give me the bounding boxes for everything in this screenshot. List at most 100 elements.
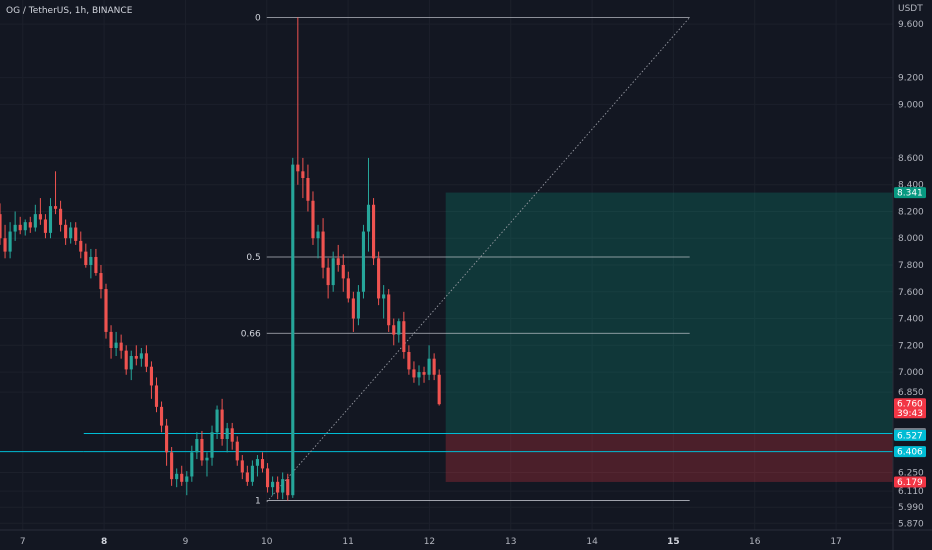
candle-body bbox=[3, 238, 7, 252]
price-tick-label: 5.990 bbox=[898, 503, 924, 513]
price-tick-label: 7.000 bbox=[898, 368, 924, 378]
price-tag bbox=[894, 398, 926, 419]
time-tick-label: 9 bbox=[183, 537, 189, 547]
candle-body bbox=[190, 452, 194, 477]
candle-body bbox=[134, 356, 138, 359]
candle-body bbox=[89, 256, 93, 265]
candle-body bbox=[336, 258, 340, 265]
price-tick-label: 9.200 bbox=[898, 74, 924, 84]
candle-body bbox=[407, 351, 411, 370]
candle-body bbox=[159, 406, 164, 426]
candle-body bbox=[195, 438, 199, 453]
candle-body bbox=[210, 432, 214, 458]
candle-body bbox=[154, 385, 159, 407]
price-tag bbox=[894, 446, 926, 458]
price-tick-label: 7.600 bbox=[898, 288, 924, 298]
candle-body bbox=[377, 258, 381, 299]
candle-body bbox=[109, 331, 113, 348]
candle-body bbox=[149, 366, 154, 386]
price-tick-label: 8.400 bbox=[898, 181, 924, 191]
time-tick-label: 10 bbox=[261, 537, 273, 547]
candle-body bbox=[417, 372, 421, 378]
price-tick-label: 9.600 bbox=[898, 20, 924, 30]
time-tick-label: 13 bbox=[505, 537, 516, 547]
fibonacci-retracement[interactable]: 0 0.5 0.66 1 bbox=[241, 13, 690, 507]
candle-body bbox=[356, 291, 360, 319]
candle-body bbox=[124, 350, 128, 370]
price-tick-label: 9.000 bbox=[898, 100, 924, 110]
candle-body bbox=[271, 481, 275, 488]
loss-zone[interactable] bbox=[445, 433, 893, 482]
candle-body bbox=[265, 468, 270, 488]
time-tick-label: 11 bbox=[342, 537, 353, 547]
candle-body bbox=[18, 224, 22, 231]
grid-lines bbox=[0, 0, 893, 530]
time-tick-label: 17 bbox=[830, 537, 841, 547]
candle-body bbox=[301, 171, 305, 179]
price-tick-label: 7.400 bbox=[898, 315, 924, 325]
price-tick-label: 7.200 bbox=[898, 341, 924, 351]
price-tag bbox=[894, 429, 926, 441]
fib-level-label: 0.66 bbox=[241, 329, 261, 339]
candle-body bbox=[64, 224, 68, 239]
candle-body bbox=[84, 251, 88, 265]
time-tick-label: 12 bbox=[424, 537, 435, 547]
candle-body bbox=[0, 214, 2, 239]
candle-body bbox=[326, 267, 330, 286]
candle-body bbox=[311, 200, 315, 239]
candle-body bbox=[316, 231, 320, 239]
price-tag-label: 6.527 bbox=[897, 431, 923, 441]
candle-body bbox=[170, 452, 174, 480]
price-tag-countdown: 39:43 bbox=[897, 409, 923, 419]
candle-body bbox=[366, 204, 371, 232]
candle-body bbox=[432, 358, 436, 375]
candle-body bbox=[422, 372, 426, 375]
candle-body bbox=[346, 278, 350, 299]
fib-trend-line[interactable] bbox=[266, 17, 691, 503]
trend-line[interactable] bbox=[266, 17, 691, 503]
price-tag-label: 6.406 bbox=[897, 448, 923, 458]
horizontal-lines[interactable] bbox=[0, 433, 893, 453]
candle-body bbox=[341, 265, 345, 279]
time-tick-label: 7 bbox=[20, 537, 26, 547]
candle-body bbox=[200, 438, 204, 461]
candle-body bbox=[144, 353, 148, 367]
candle-body bbox=[48, 206, 53, 233]
candle-body bbox=[392, 325, 396, 335]
candle-body bbox=[69, 227, 73, 239]
candle-body bbox=[412, 369, 416, 378]
candle-body bbox=[250, 465, 254, 482]
price-axis[interactable]: 9.600 9.200 9.000 8.600 8.400 8.200 8.000 7.800… bbox=[898, 20, 924, 529]
price-tick-label: 6.850 bbox=[898, 388, 924, 398]
time-axis[interactable]: 7 8 9 10 11 12 13 14 15 16 17 bbox=[20, 537, 842, 547]
candle-body bbox=[180, 473, 184, 482]
candle-body bbox=[104, 289, 108, 332]
price-tag bbox=[894, 476, 926, 488]
price-tag bbox=[894, 187, 926, 199]
candle-body bbox=[205, 457, 209, 461]
candle-body bbox=[220, 409, 224, 439]
candle-body bbox=[397, 321, 401, 335]
price-tick-label: 8.200 bbox=[898, 207, 924, 217]
candle-body bbox=[175, 473, 179, 480]
price-tick-label: 6.110 bbox=[898, 487, 924, 497]
candle-body bbox=[255, 459, 260, 466]
candle-body bbox=[235, 441, 239, 461]
candle-body bbox=[33, 214, 37, 228]
candle-body bbox=[281, 479, 285, 493]
price-tag-label: 6.179 bbox=[897, 478, 923, 488]
profit-zone[interactable] bbox=[445, 192, 893, 434]
candle-body bbox=[437, 374, 441, 405]
fib-level-label: 0 bbox=[255, 13, 261, 23]
time-tick-label: 8 bbox=[101, 537, 107, 547]
candle-body bbox=[306, 178, 310, 201]
price-tick-label: 5.870 bbox=[898, 519, 924, 529]
candle-body bbox=[296, 164, 300, 172]
candle-body bbox=[321, 231, 325, 268]
position-zones[interactable] bbox=[445, 192, 893, 482]
candle-body bbox=[119, 342, 123, 351]
fib-level-label: 1 bbox=[255, 497, 261, 507]
candle-body bbox=[240, 460, 244, 473]
